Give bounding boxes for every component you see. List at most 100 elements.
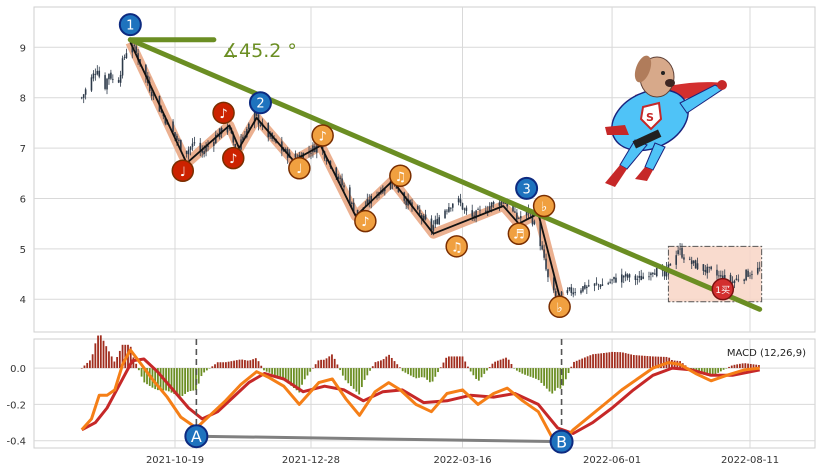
candle-body: [716, 269, 718, 276]
macd-histogram-bar: [526, 368, 529, 376]
candle-body: [611, 279, 613, 281]
candle-body: [137, 53, 139, 61]
candle-body: [477, 209, 479, 210]
candle-body: [704, 269, 707, 273]
macd-histogram-bar: [616, 352, 619, 369]
candle-body: [123, 57, 126, 59]
candle-body: [459, 199, 462, 204]
candle-body: [160, 110, 163, 113]
candle-body: [652, 272, 654, 275]
candle-body: [191, 143, 194, 147]
candle-body: [492, 201, 495, 205]
macd-histogram-bar: [401, 368, 404, 372]
macd-histogram-bar: [437, 368, 439, 373]
candle-body: [343, 185, 345, 188]
candle-body: [446, 210, 448, 212]
macd-histogram-bar: [222, 362, 225, 369]
note-marker-glyph: ♭: [557, 301, 563, 316]
candle-body: [203, 151, 205, 154]
macd-histogram-bar: [502, 358, 505, 369]
macd-histogram-bar: [295, 368, 298, 391]
candle-body: [648, 276, 650, 278]
macd-histogram-bar: [532, 368, 535, 378]
macd-histogram-bar: [173, 368, 176, 394]
candle-body: [636, 278, 639, 280]
macd-histogram-bar: [619, 352, 622, 369]
date-tick-label: 2022-03-16: [433, 455, 491, 466]
candle-body: [228, 128, 231, 129]
macd-histogram-bar: [412, 368, 415, 378]
macd-histogram-bar: [137, 368, 140, 371]
macd-histogram-bar: [336, 364, 339, 369]
macd-histogram-bar: [464, 361, 467, 369]
macd-histogram-bar: [178, 368, 181, 397]
macd-histogram-bar: [99, 335, 102, 369]
note-marker-glyph: ♪: [318, 129, 326, 144]
candle-body: [90, 77, 93, 91]
candle-body: [461, 203, 464, 210]
candle-body: [731, 281, 734, 283]
candle-body: [436, 218, 439, 225]
macd-histogram-bar: [317, 360, 320, 369]
macd-histogram-bar: [594, 353, 597, 369]
candle-body: [418, 209, 421, 215]
macd-histogram-bar: [399, 367, 401, 369]
candle-body: [232, 133, 235, 143]
macd-histogram-bar: [592, 354, 594, 369]
candle-body: [302, 152, 305, 161]
candle-body: [253, 111, 256, 123]
candle-body: [218, 128, 221, 138]
macd-histogram-bar: [83, 365, 86, 369]
candle-body: [259, 124, 262, 127]
macd-line: [80, 348, 760, 445]
macd-histogram-bar: [589, 355, 592, 369]
divergence-point-marker: [184, 424, 209, 449]
candle-body: [669, 263, 672, 266]
macd-histogram-bar: [350, 368, 352, 387]
candle-body: [213, 142, 215, 146]
macd-histogram-bar: [154, 368, 157, 390]
candle-body: [485, 210, 487, 213]
macd-histogram-bar: [654, 356, 657, 369]
candle-body: [547, 269, 549, 278]
note-marker: [354, 209, 377, 233]
macd-histogram-bar: [309, 368, 312, 372]
macd-histogram-bar: [423, 368, 426, 378]
candle-body: [92, 73, 95, 79]
candle-body: [463, 208, 466, 210]
macd-histogram-bar: [238, 359, 241, 369]
macd-histogram-bar: [105, 346, 108, 369]
macd-histogram-bar: [578, 359, 581, 369]
downtrend-line: [127, 37, 763, 312]
macd-histogram-bar: [483, 368, 486, 374]
candle-body: [110, 72, 112, 79]
macd-histogram-bar: [725, 368, 728, 369]
macd-histogram-bar: [208, 368, 211, 369]
candle-body: [106, 78, 108, 90]
macd-histogram-bar: [749, 363, 752, 369]
macd-histogram-bar: [227, 361, 230, 369]
candle-body: [457, 198, 460, 203]
superhero-dog-mascot: S: [605, 55, 727, 187]
candle-body: [531, 214, 534, 225]
candle-body: [180, 139, 182, 151]
price-tick-label: 8: [20, 94, 26, 105]
candle-body: [595, 282, 598, 284]
macd-histogram-bar: [597, 353, 600, 369]
macd-histogram-bar: [662, 356, 665, 369]
macd-histogram-bar: [216, 362, 219, 369]
macd-histogram-bar: [600, 353, 603, 369]
macd-histogram-bar: [409, 368, 412, 376]
macd-histogram-bar: [706, 368, 709, 376]
divergence-point-label: B: [556, 433, 567, 452]
macd-histogram-bar: [360, 368, 363, 388]
candle-body: [694, 260, 697, 269]
candle-body: [152, 94, 155, 96]
macd-histogram-bar: [140, 368, 143, 377]
note-marker-glyph: ♩: [180, 165, 186, 180]
candle-body: [613, 276, 615, 280]
candle-body: [430, 218, 433, 231]
candle-body: [164, 116, 167, 124]
macd-histogram-bar: [442, 362, 445, 369]
candle-body: [450, 207, 452, 209]
